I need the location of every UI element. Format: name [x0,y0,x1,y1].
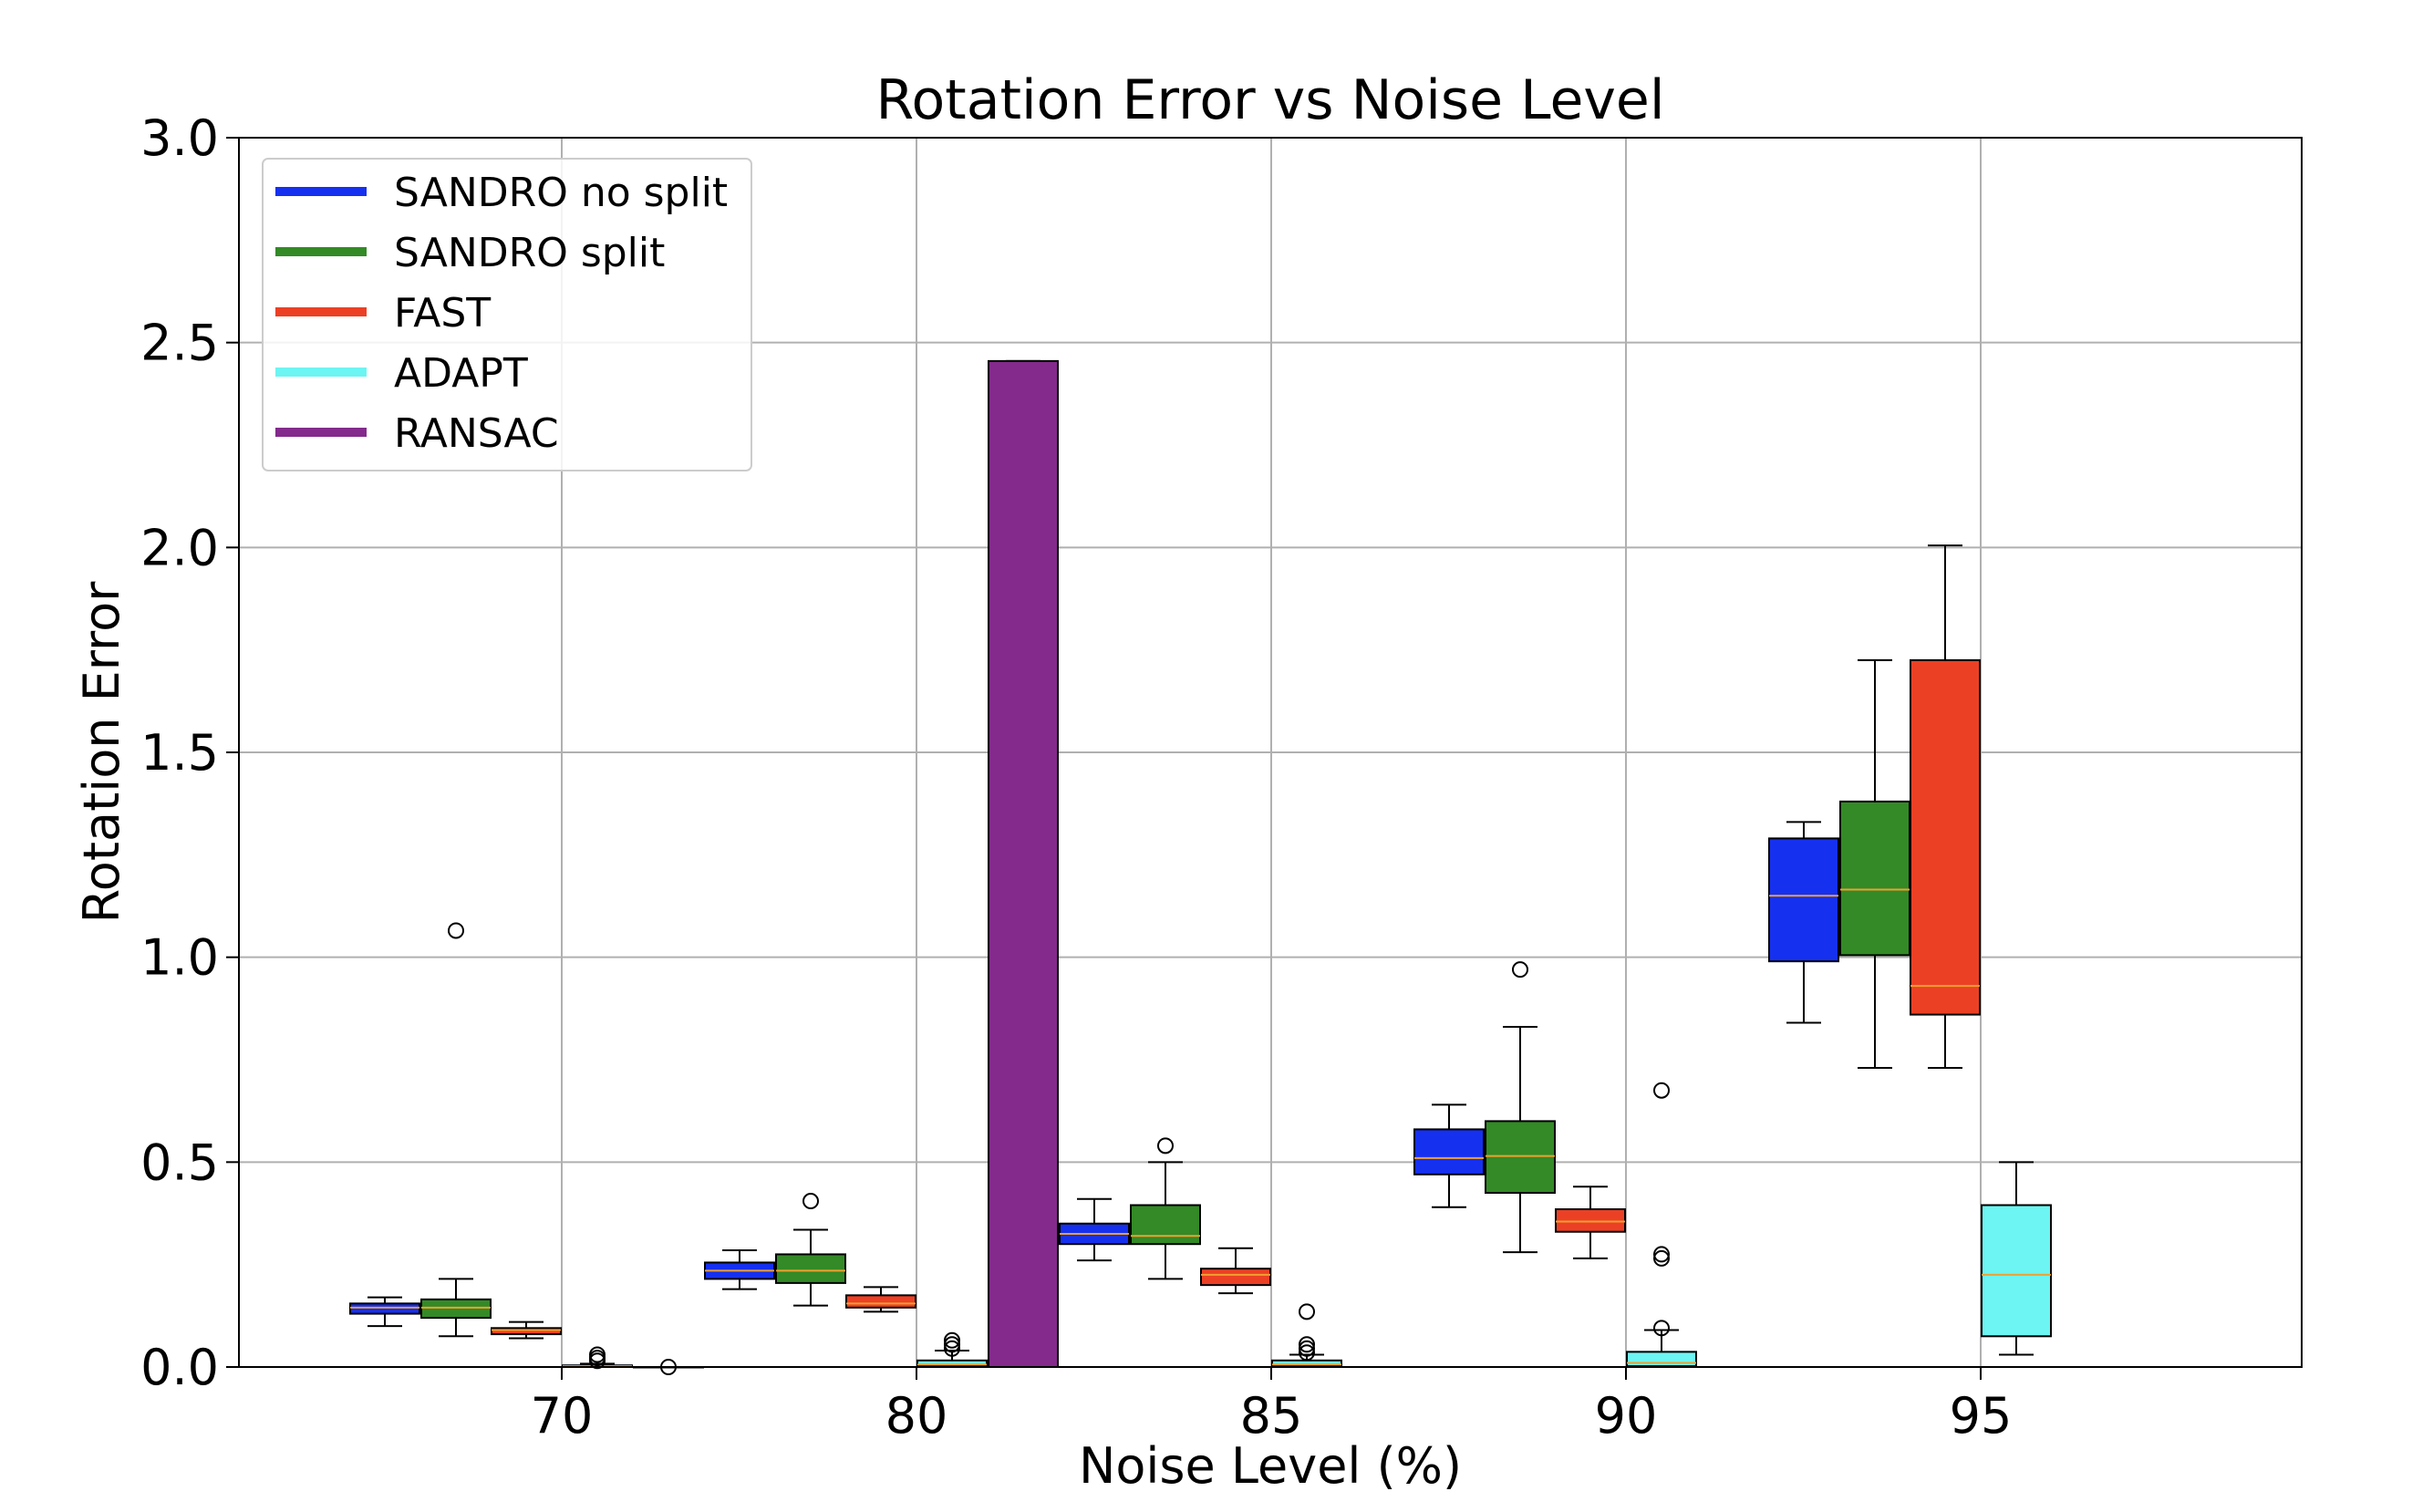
box-85 [1130,1137,1201,1280]
box-90 [1485,961,1556,1254]
outlier-point [1299,1344,1315,1362]
x-axis-label: Noise Level (%) [1079,1437,1462,1495]
box-70 [491,1320,562,1340]
box-95 [1910,544,1981,1069]
box-body [845,1294,916,1309]
legend: SANDRO no split SANDRO split FAST ADAPT RANS… [262,158,752,471]
x-tick-label: 85 [1240,1387,1303,1445]
outlier-point [1512,961,1528,979]
box-95 [1768,821,1839,1024]
outlier-point [448,922,464,939]
legend-label: RANSAC [394,410,559,457]
box-body [1130,1204,1201,1246]
outlier-point [589,1346,606,1363]
box-80 [775,1193,846,1307]
outlier-point [1299,1336,1315,1353]
box-body [775,1253,846,1284]
legend-item: ADAPT [275,350,528,397]
y-tick-label: 1.5 [140,724,219,782]
outlier-point [944,1331,960,1349]
axes: 0.0 0.5 1.0 1.5 2.0 2.5 3.0 70 80 85 90 95 [140,109,2012,1445]
outlier-point [1653,1320,1670,1337]
box-body [1839,800,1910,957]
y-tick-label: 2.5 [140,315,219,372]
box-body [1485,1120,1556,1195]
outlier-point [944,1340,960,1357]
y-axis-label: Rotation Error [73,581,130,923]
outlier-point [944,1336,960,1353]
box-body [1413,1128,1485,1175]
x-tick-label: 70 [531,1387,594,1445]
box-85 [1271,1303,1342,1368]
box-body [1910,658,1981,1016]
box-80 [845,1286,916,1313]
outlier-point [1299,1303,1315,1320]
outlier-point [802,1193,819,1210]
box-80 [704,1248,775,1290]
outlier-point [1653,1246,1670,1263]
y-tick-label: 0.0 [140,1339,219,1396]
legend-item: SANDRO split [275,230,665,276]
legend-item: FAST [275,290,491,337]
x-tick-label: 95 [1950,1387,2013,1445]
legend-label: FAST [394,290,491,337]
outlier-point [1299,1340,1315,1357]
box-90 [1413,1103,1485,1208]
box-body [1626,1351,1697,1368]
series-sandro-no-split [349,821,1839,1328]
y-tick-label: 0.5 [140,1134,219,1191]
box-95 [1981,1161,2052,1356]
outlier-point [1157,1137,1174,1155]
box-body [349,1302,420,1315]
legend-label: SANDRO no split [394,170,728,216]
legend-frame [262,158,752,471]
legend-label: SANDRO split [394,230,665,276]
box-body [491,1327,562,1336]
box-90 [1555,1186,1626,1259]
legend-item: RANSAC [275,410,559,457]
x-tick-label: 90 [1595,1387,1658,1445]
box-80 [988,359,1059,1368]
box-body [988,359,1059,1368]
chart-title: Rotation Error vs Noise Level [875,68,1664,132]
box-70 [420,922,492,1338]
y-tick-label: 2.0 [140,519,219,576]
box-body [420,1298,492,1320]
box-85 [1200,1247,1271,1295]
legend-item: SANDRO no split [275,170,728,216]
box-body [1981,1204,2052,1338]
outlier-point [1653,1082,1670,1099]
y-tick-label: 3.0 [140,109,219,167]
legend-label: ADAPT [394,350,528,397]
box-70 [349,1296,420,1328]
box-body [1555,1208,1626,1233]
box-85 [1059,1197,1130,1262]
y-tick-label: 1.0 [140,929,219,987]
series-fast [491,544,1981,1340]
box-body [1768,837,1839,963]
outlier-point [1653,1249,1670,1267]
box-body [1200,1268,1271,1287]
x-tick-label: 80 [885,1387,948,1445]
